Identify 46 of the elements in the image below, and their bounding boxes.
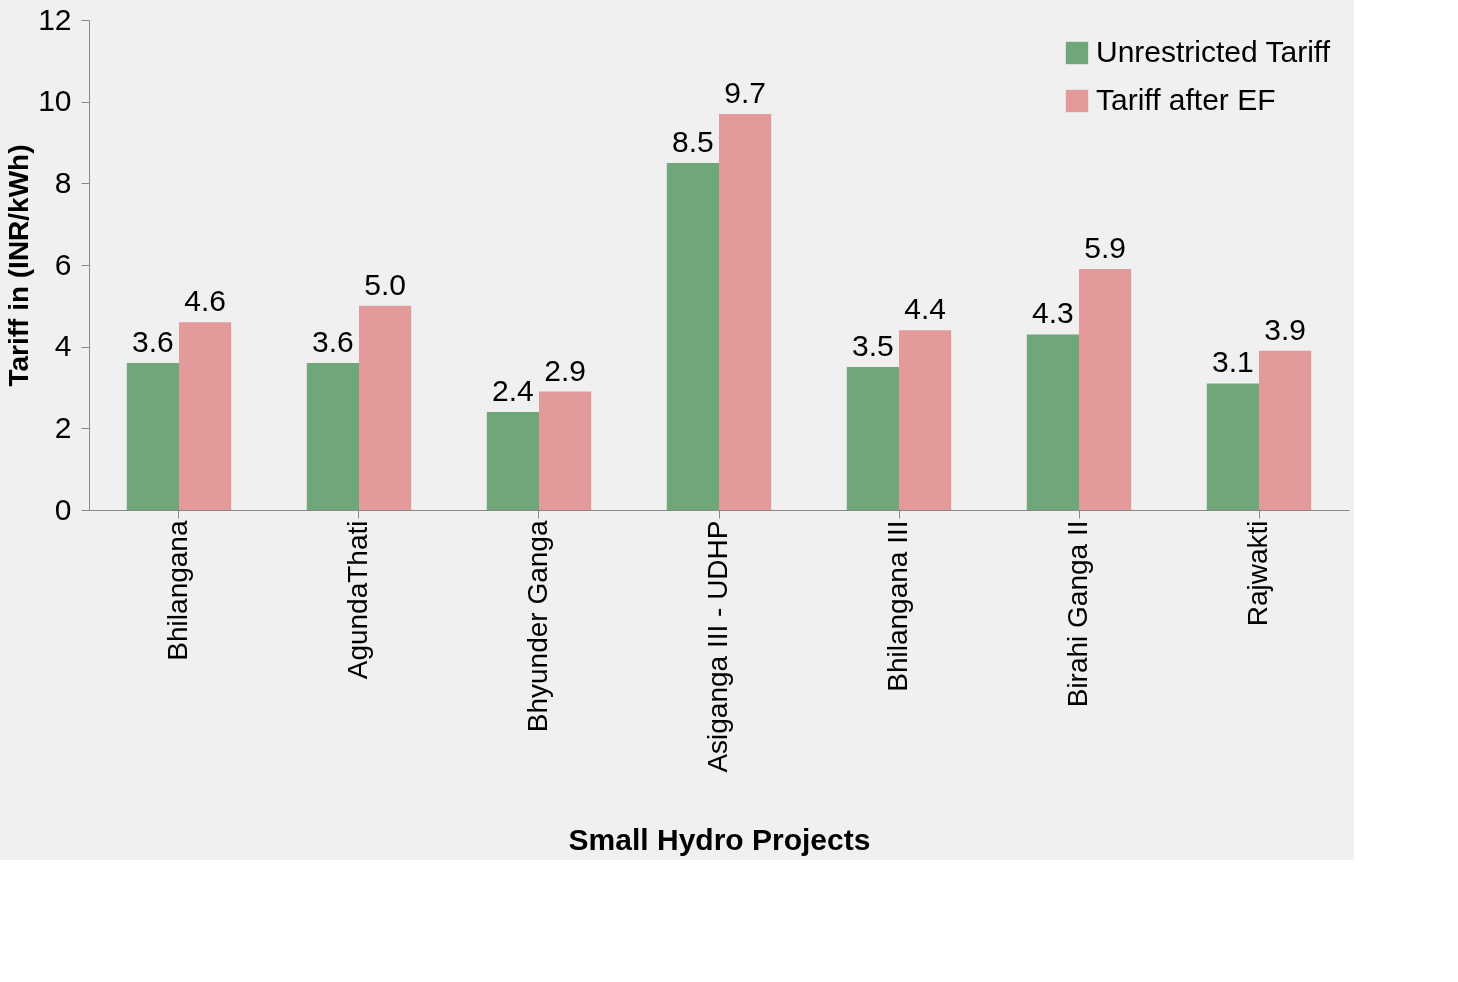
text: 3.9 bbox=[1264, 312, 1306, 346]
y-tick-label: 2 bbox=[54, 410, 72, 444]
text: 2.4 bbox=[492, 374, 534, 407]
y-axis-title: Tariff in (INR/kWh) bbox=[3, 144, 35, 387]
y-tick-label: 10 bbox=[38, 84, 72, 118]
bar bbox=[1026, 334, 1079, 510]
x-tick-label: Asiganga III - UDHP bbox=[702, 520, 733, 773]
bar bbox=[306, 363, 359, 510]
bar bbox=[899, 330, 952, 510]
bar bbox=[539, 391, 592, 510]
x-tick-label: Bhyunder Ganga bbox=[522, 520, 553, 733]
text: 4.4 bbox=[904, 292, 946, 326]
bar bbox=[486, 412, 539, 510]
text: 3.1 bbox=[1212, 345, 1254, 379]
x-tick-label: Bhilangana III bbox=[882, 520, 913, 692]
bar bbox=[359, 305, 412, 510]
x-axis-title: Small Hydro Projects bbox=[568, 822, 871, 856]
text: 4.3 bbox=[1032, 296, 1074, 330]
text: 3.6 bbox=[312, 325, 354, 358]
text: 3.5 bbox=[852, 329, 894, 363]
y-tick-label: 8 bbox=[54, 165, 72, 199]
legend-label: Tariff after EF bbox=[1096, 83, 1276, 116]
y-tick-label: 12 bbox=[38, 2, 72, 36]
bar bbox=[1259, 350, 1312, 510]
y-tick-label: 4 bbox=[54, 329, 72, 363]
bar bbox=[719, 113, 772, 510]
bar bbox=[1079, 269, 1132, 510]
text: 9.7 bbox=[724, 75, 766, 109]
bar bbox=[846, 367, 899, 510]
x-tick-label: Birahi Ganga II bbox=[1062, 520, 1093, 708]
text: 5.0 bbox=[364, 267, 406, 301]
legend-label: Unrestricted Tariff bbox=[1096, 35, 1331, 68]
x-tick-label: Rajwakti bbox=[1242, 520, 1273, 627]
x-tick-label: AgundaThati bbox=[342, 520, 373, 680]
x-tick-label: Bhilangana bbox=[162, 520, 193, 661]
bar bbox=[666, 162, 719, 510]
text: 8.5 bbox=[672, 124, 714, 158]
bar bbox=[179, 322, 232, 510]
text: 2.9 bbox=[544, 353, 586, 387]
text: 4.6 bbox=[184, 284, 226, 318]
y-tick-label: 0 bbox=[54, 492, 72, 526]
bar bbox=[126, 363, 179, 510]
text: 5.9 bbox=[1084, 231, 1126, 265]
y-tick-label: 6 bbox=[54, 247, 72, 281]
text: 3.6 bbox=[132, 325, 174, 358]
bar bbox=[1206, 383, 1259, 510]
